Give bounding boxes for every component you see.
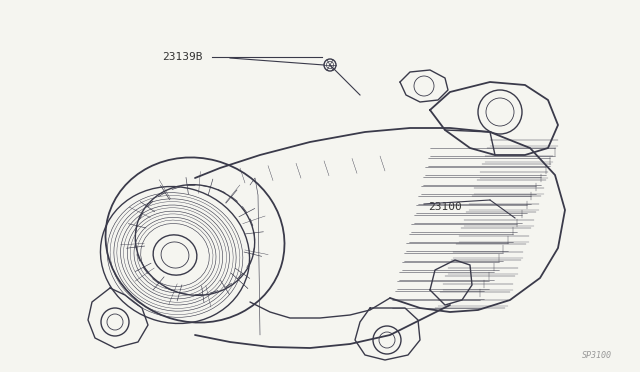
Text: SP3100: SP3100 xyxy=(582,351,612,360)
Text: 23100: 23100 xyxy=(428,202,461,212)
Text: 23139B: 23139B xyxy=(162,52,202,62)
